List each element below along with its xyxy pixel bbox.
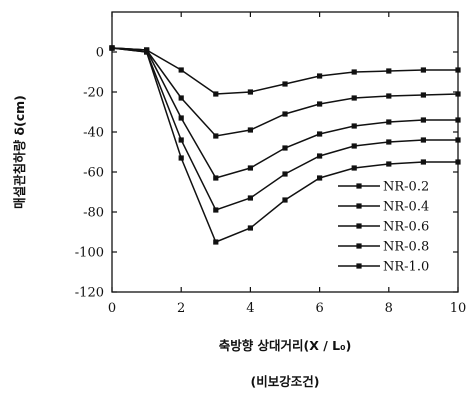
legend-item: NR-0.4 [338, 200, 429, 215]
data-point [386, 68, 391, 73]
x-tick-label: 10 [450, 301, 467, 316]
legend-label: NR-1.0 [383, 260, 429, 275]
chart-caption: (비보강조건) [251, 374, 320, 389]
legend-marker [356, 223, 361, 228]
legend-marker [356, 263, 361, 268]
data-point [317, 175, 322, 180]
y-axis-title: 매설관침하량 δ(cm) [12, 95, 27, 209]
data-point [317, 153, 322, 158]
data-point [386, 119, 391, 124]
data-point [421, 92, 426, 97]
series-layer [109, 45, 460, 244]
data-point [421, 159, 426, 164]
data-point [213, 175, 218, 180]
y-tick-label: -60 [83, 166, 104, 181]
y-tick-label: 0 [96, 46, 104, 61]
legend-marker [356, 183, 361, 188]
y-tick-label: -80 [83, 206, 104, 221]
data-point [179, 137, 184, 142]
data-point [248, 89, 253, 94]
data-point [317, 131, 322, 136]
data-point [248, 225, 253, 230]
data-point [421, 137, 426, 142]
legend-marker [356, 203, 361, 208]
data-point [386, 161, 391, 166]
legend-item: NR-0.2 [338, 180, 429, 195]
x-tick-label: 4 [246, 301, 254, 316]
data-point [352, 165, 357, 170]
data-point [386, 93, 391, 98]
data-point [282, 81, 287, 86]
data-point [282, 171, 287, 176]
x-tick-label: 8 [385, 301, 393, 316]
data-point [455, 117, 460, 122]
data-point [179, 115, 184, 120]
legend: NR-0.2 NR-0.4 NR-0.6 NR-0.8 NR-1.0 [338, 180, 429, 275]
y-tick-label: -40 [83, 126, 104, 141]
legend-item: NR-1.0 [338, 260, 429, 275]
data-point [248, 195, 253, 200]
data-point [213, 207, 218, 212]
data-point [213, 91, 218, 96]
data-point [282, 197, 287, 202]
data-point [352, 123, 357, 128]
series-NR-1.0 [109, 45, 460, 244]
y-tick-label: -100 [75, 246, 104, 261]
legend-label: NR-0.2 [383, 180, 429, 195]
data-point [352, 143, 357, 148]
data-point [213, 239, 218, 244]
data-point [352, 69, 357, 74]
data-point [352, 95, 357, 100]
series-line [112, 48, 458, 136]
y-tick-label: -20 [83, 86, 104, 101]
legend-marker [356, 243, 361, 248]
series-line [112, 48, 458, 94]
data-point [109, 45, 114, 50]
data-point [248, 165, 253, 170]
data-point [317, 73, 322, 78]
data-point [317, 101, 322, 106]
legend-item: NR-0.6 [338, 220, 429, 235]
x-tick-label: 0 [108, 301, 116, 316]
data-point [144, 49, 149, 54]
data-point [213, 133, 218, 138]
data-point [455, 91, 460, 96]
data-point [455, 67, 460, 72]
x-tick-label: 2 [177, 301, 185, 316]
data-point [179, 67, 184, 72]
data-point [282, 111, 287, 116]
data-point [421, 67, 426, 72]
data-point [421, 117, 426, 122]
y-tick-label: -120 [75, 286, 104, 301]
x-tick-label: 6 [315, 301, 323, 316]
data-point [386, 139, 391, 144]
data-point [179, 95, 184, 100]
legend-label: NR-0.6 [383, 220, 429, 235]
legend-label: NR-0.8 [383, 240, 429, 255]
legend-label: NR-0.4 [383, 200, 429, 215]
legend-item: NR-0.8 [338, 240, 429, 255]
data-point [179, 155, 184, 160]
x-axis-title: 축방향 상대거리(X / L₀) [219, 338, 352, 353]
data-point [248, 127, 253, 132]
data-point [455, 137, 460, 142]
data-point [282, 145, 287, 150]
data-point [455, 159, 460, 164]
